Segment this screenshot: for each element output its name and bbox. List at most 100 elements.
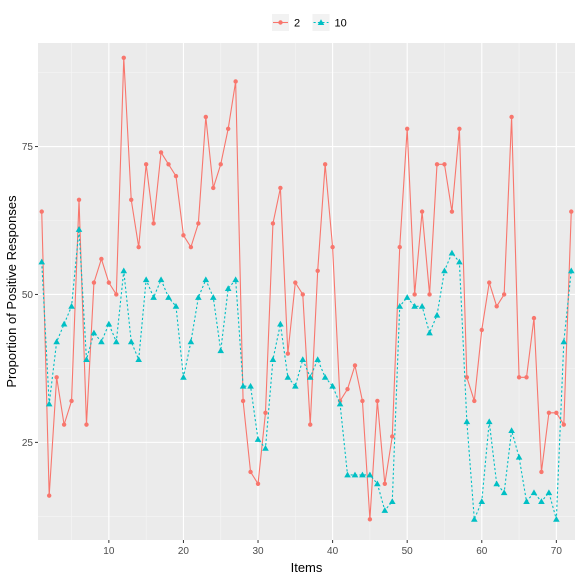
legend-label: 2 <box>294 18 300 30</box>
data-point <box>321 373 329 380</box>
data-point <box>315 268 320 273</box>
data-point <box>218 162 223 167</box>
data-point <box>524 375 529 380</box>
data-point <box>487 280 492 285</box>
data-point <box>142 276 150 283</box>
data-point <box>538 498 545 505</box>
data-point <box>516 375 522 380</box>
data-point <box>456 258 463 265</box>
legend-label: 10 <box>335 18 347 30</box>
data-point <box>121 55 126 60</box>
series-layer <box>38 55 575 522</box>
data-point <box>105 320 113 327</box>
data-point <box>127 338 135 345</box>
data-point <box>269 356 277 363</box>
y-tick-label: 50 <box>22 290 34 301</box>
data-point <box>299 356 307 363</box>
data-point <box>397 244 402 250</box>
data-point <box>196 221 201 226</box>
x-tick-label: 60 <box>476 546 488 557</box>
data-point <box>91 280 97 285</box>
x-tick-label: 10 <box>103 546 115 557</box>
data-point <box>233 79 238 84</box>
data-point <box>427 292 432 297</box>
data-point <box>113 338 120 345</box>
data-point <box>278 185 283 191</box>
x-axis-title: Items <box>291 560 323 575</box>
data-point <box>202 276 210 283</box>
data-point <box>255 481 261 486</box>
x-tick-label: 30 <box>252 546 264 557</box>
data-point <box>396 302 404 309</box>
x-tick-label: 40 <box>327 546 339 557</box>
data-point <box>143 162 149 167</box>
data-point <box>158 150 164 155</box>
data-point <box>553 515 560 522</box>
data-point <box>292 382 299 389</box>
data-point <box>53 338 60 345</box>
data-point <box>419 209 425 214</box>
data-point <box>188 244 194 250</box>
data-point <box>277 320 284 327</box>
data-point <box>203 114 209 120</box>
data-point <box>150 294 157 300</box>
data-point <box>263 410 268 415</box>
data-point <box>166 162 171 167</box>
data-point <box>45 400 53 407</box>
series-solid <box>39 55 574 522</box>
data-point <box>54 375 59 380</box>
data-point <box>403 294 411 300</box>
y-tick-label: 75 <box>22 142 34 153</box>
data-point <box>366 471 374 478</box>
data-point <box>449 209 455 214</box>
data-point <box>157 276 165 283</box>
data-point <box>114 292 119 297</box>
data-point <box>224 285 232 292</box>
data-point <box>262 444 269 451</box>
legend-item: 2 <box>272 14 300 31</box>
data-point <box>546 410 552 415</box>
data-point <box>560 338 568 345</box>
data-point <box>172 302 180 309</box>
data-point <box>412 292 417 297</box>
data-point <box>187 338 195 345</box>
data-point <box>374 480 381 487</box>
data-point <box>471 515 478 522</box>
data-point <box>442 162 447 167</box>
data-point <box>76 197 82 202</box>
legend-item: 10 <box>312 14 347 31</box>
data-point <box>129 197 134 202</box>
data-point <box>433 311 441 318</box>
data-point <box>83 356 90 363</box>
data-point <box>336 400 344 407</box>
y-axis: 25 50 75 <box>22 142 38 449</box>
data-point <box>508 427 515 434</box>
data-point <box>367 517 373 522</box>
data-point <box>284 373 292 380</box>
data-point <box>232 276 239 283</box>
data-point <box>195 294 202 300</box>
data-point <box>554 410 559 415</box>
data-point <box>351 471 359 478</box>
data-point <box>46 493 52 498</box>
data-point <box>68 302 75 309</box>
series-dotted <box>38 226 575 522</box>
data-point <box>314 356 321 363</box>
data-point <box>38 258 46 265</box>
data-point <box>75 226 83 232</box>
x-tick-label: 20 <box>178 546 190 557</box>
data-point <box>60 320 68 327</box>
data-point <box>106 280 112 285</box>
data-point <box>330 244 335 250</box>
series-line <box>41 57 572 520</box>
data-point <box>99 256 104 262</box>
data-point <box>569 209 574 214</box>
data-point <box>567 267 575 274</box>
data-point <box>515 453 523 460</box>
data-point <box>345 386 350 392</box>
data-point <box>39 209 44 214</box>
data-point <box>180 373 187 380</box>
data-point <box>509 114 514 120</box>
data-point <box>441 267 448 274</box>
data-point <box>360 398 365 404</box>
